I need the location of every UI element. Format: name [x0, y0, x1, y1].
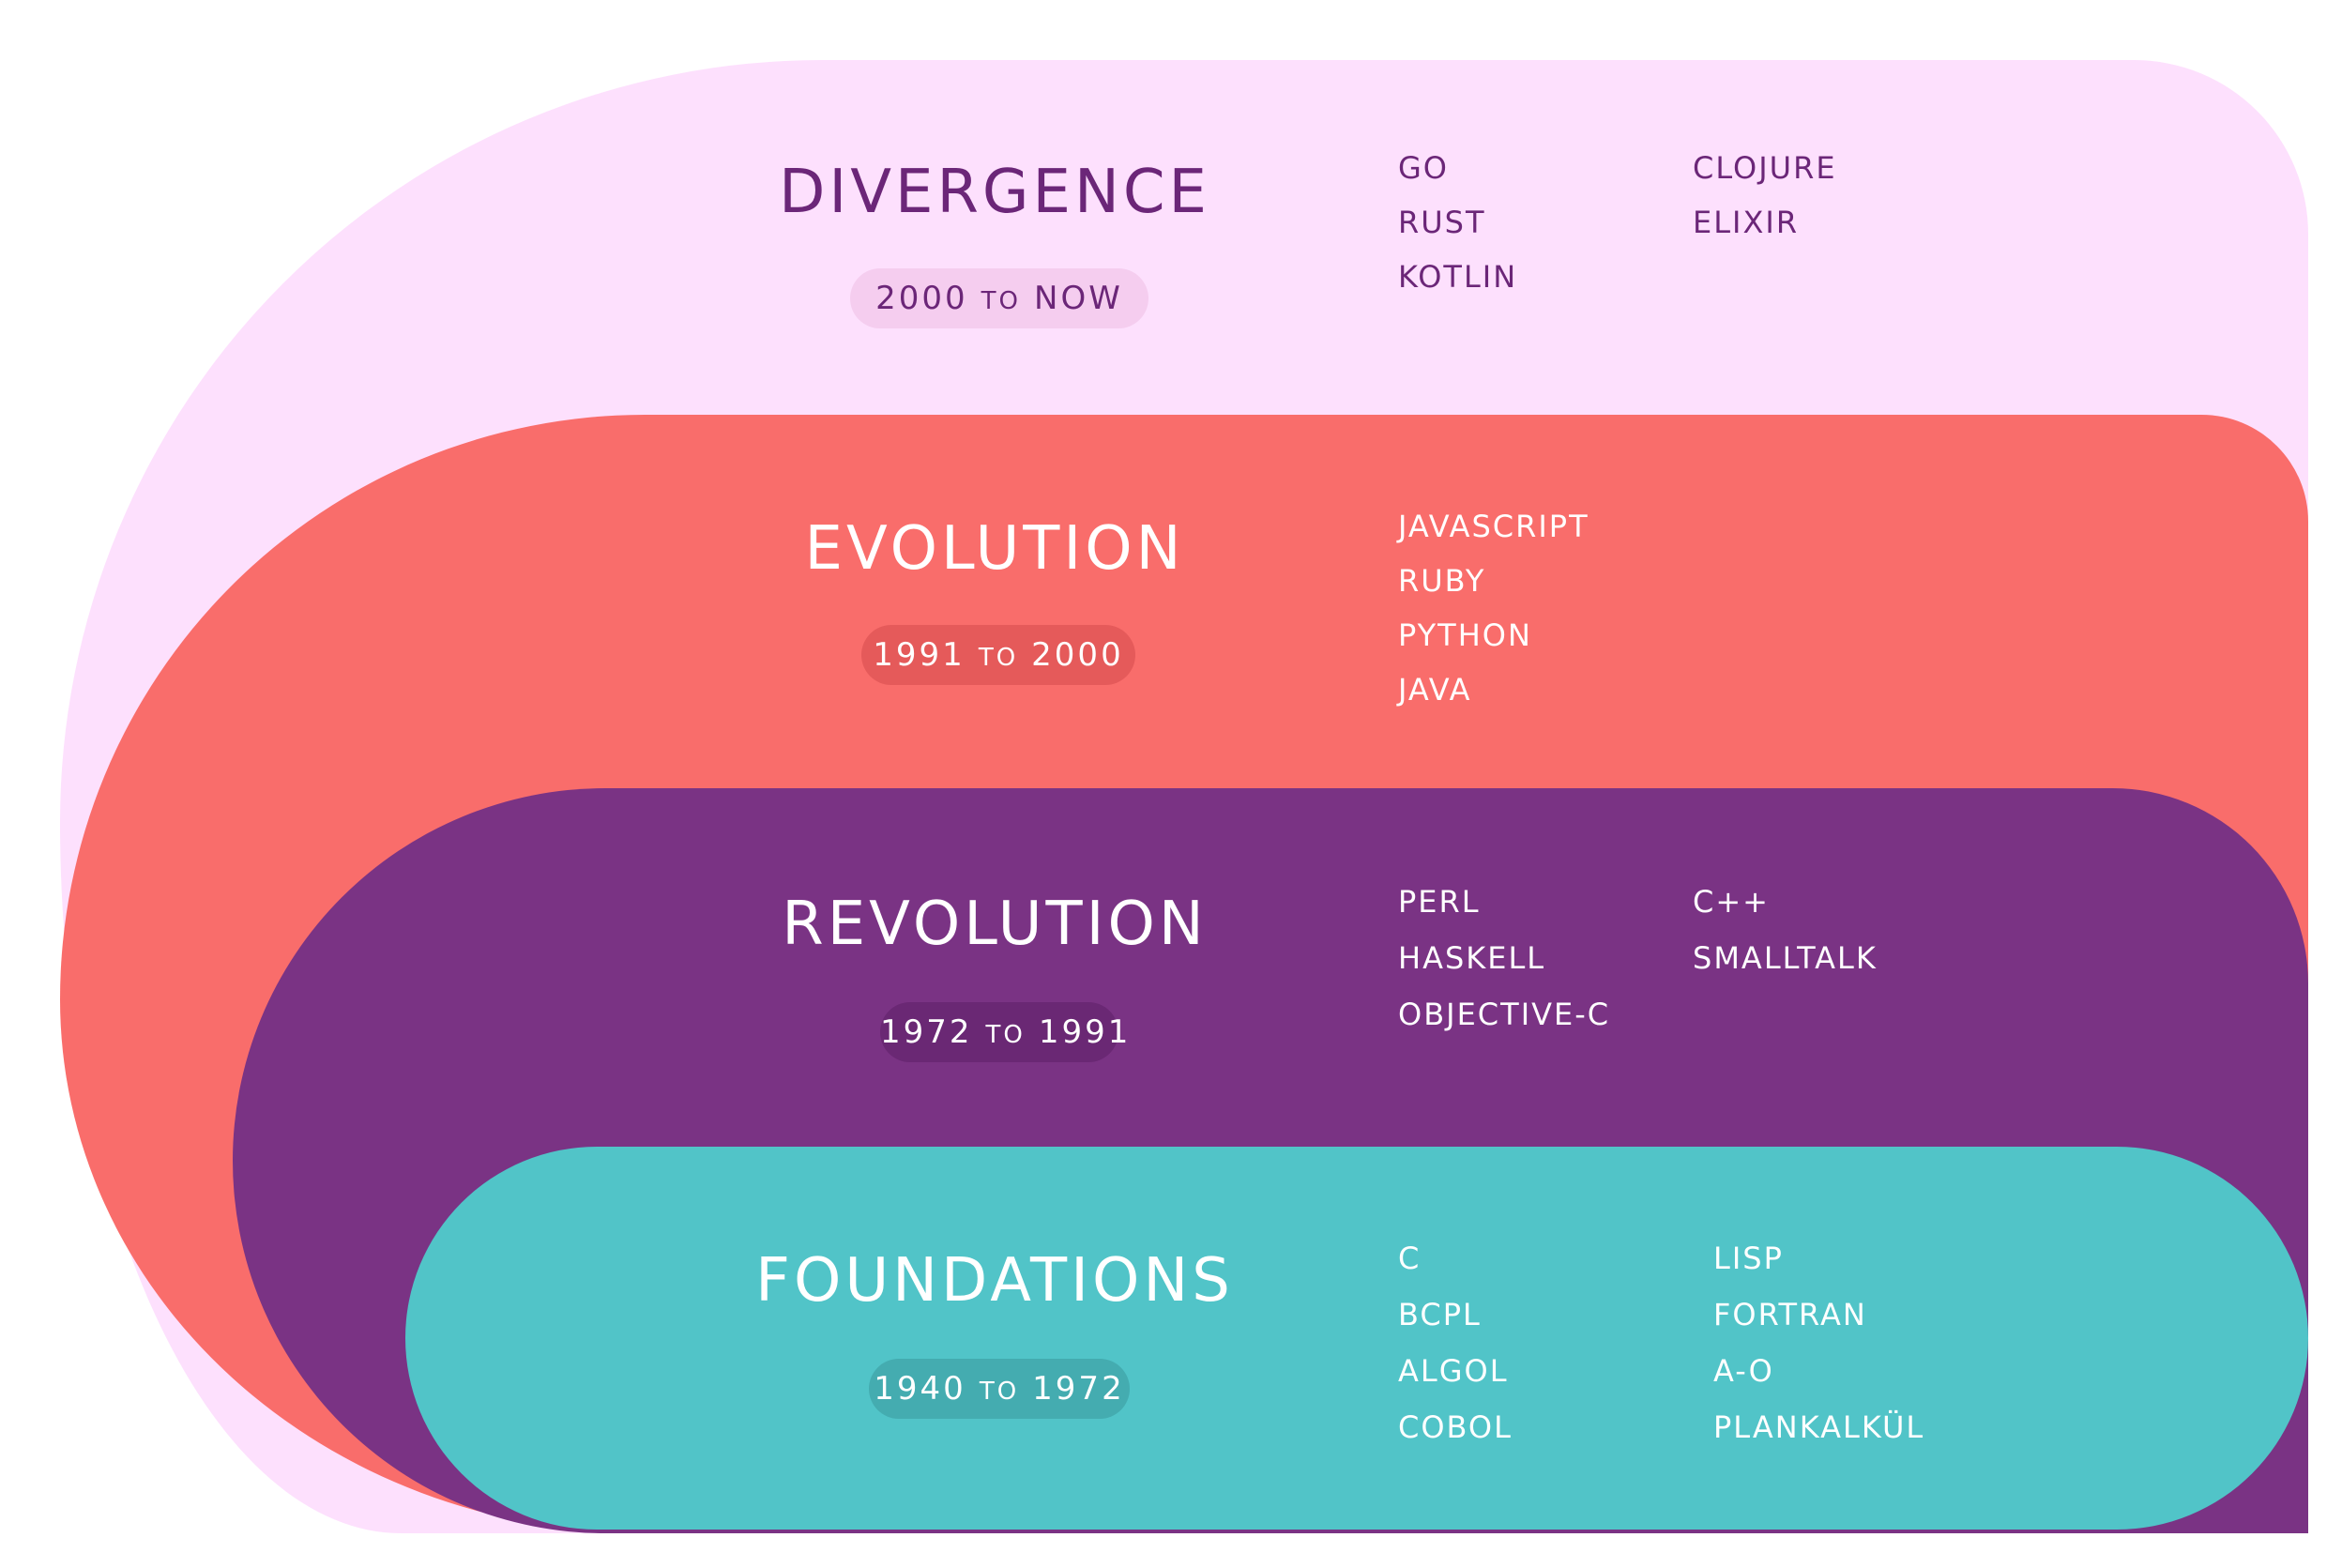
language-item: ALGOL	[1398, 1353, 1509, 1389]
era-range-start: 1991	[873, 636, 966, 674]
era-title-revolution: REVOLUTION	[782, 890, 1208, 959]
language-item: A-O	[1713, 1353, 1774, 1389]
era-range-end: 1972	[1032, 1370, 1125, 1408]
era-range-start: 1940	[874, 1370, 966, 1408]
language-item: PLANKALKÜL	[1713, 1409, 1925, 1445]
language-item: KOTLIN	[1398, 259, 1518, 295]
language-item: ELIXIR	[1693, 205, 1800, 240]
era-title-evolution: EVOLUTION	[804, 514, 1185, 584]
language-item: JAVASCRIPT	[1398, 509, 1589, 544]
era-range-end: NOW	[1034, 280, 1123, 317]
era-range-evolution: 1991 TO 2000	[861, 625, 1135, 685]
era-range-start: 1972	[880, 1013, 973, 1051]
era-range-to: TO	[978, 644, 1019, 672]
era-range-to: TO	[985, 1021, 1026, 1049]
era-range-revolution: 1972 TO 1991	[880, 1002, 1128, 1062]
era-range-end: 1991	[1038, 1013, 1132, 1051]
language-item: JAVA	[1398, 672, 1472, 708]
language-item: OBJECTIVE-C	[1398, 997, 1611, 1032]
language-item: PYTHON	[1398, 617, 1532, 653]
era-range-to: TO	[979, 1378, 1020, 1406]
language-item: BCPL	[1398, 1297, 1482, 1332]
language-item: C	[1398, 1241, 1422, 1276]
language-item: COBOL	[1398, 1409, 1513, 1445]
language-item: PERL	[1398, 884, 1481, 920]
language-item: RUBY	[1398, 563, 1486, 599]
language-item: CLOJURE	[1693, 150, 1837, 186]
era-foundations-region	[405, 1147, 2308, 1530]
language-item: FORTRAN	[1713, 1297, 1867, 1332]
era-range-start: 2000	[875, 280, 968, 317]
language-item: SMALLTALK	[1693, 940, 1878, 976]
language-item: LISP	[1713, 1241, 1784, 1276]
language-item: HASKELL	[1398, 940, 1546, 976]
era-range-divergence: 2000 TO NOW	[850, 268, 1148, 328]
language-item: RUST	[1398, 205, 1486, 240]
language-item: C++	[1693, 884, 1770, 920]
era-title-divergence: DIVERGENCE	[779, 158, 1210, 227]
era-title-foundations: FOUNDATIONS	[755, 1246, 1234, 1316]
language-item: GO	[1398, 150, 1449, 186]
era-range-end: 2000	[1031, 636, 1124, 674]
era-range-to: TO	[981, 287, 1022, 315]
era-range-foundations: 1940 TO 1972	[869, 1359, 1130, 1419]
